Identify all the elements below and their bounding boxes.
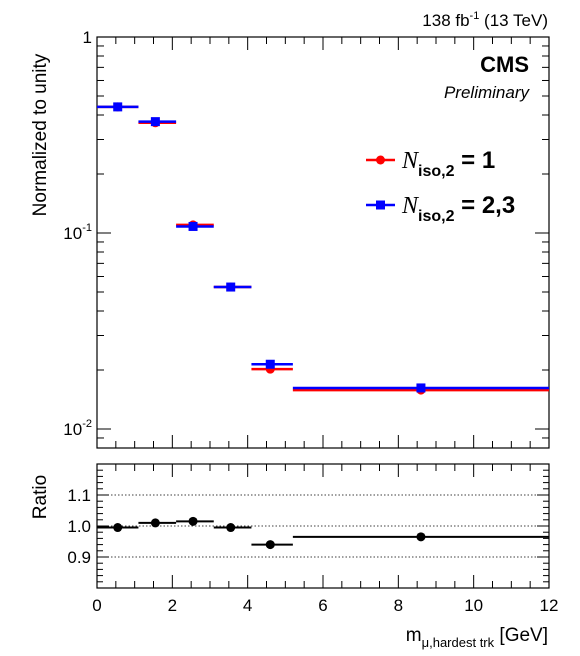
legend-symbol: N [401,193,420,219]
lumi-label: 138 fb-1 (13 TeV) [422,10,548,30]
ratio-point [188,516,198,526]
x-axis-label: mμ,hardest trk [GeV] [406,625,548,650]
x-axis-label-main: m [406,625,422,646]
y-tick-label: 10-1 [63,222,92,243]
y-tick-base: 10 [63,420,82,439]
ratio-y-tick-label: 0.9 [67,548,91,567]
y-tick-exponent: -1 [82,222,92,234]
y-tick-base: 1 [83,28,92,47]
x-axis-label-unit: [GeV] [494,625,548,646]
status-label: Preliminary [444,83,531,102]
series-2-point [150,117,160,127]
legend-label-1: Niso,2 = 1 [401,147,495,180]
legend-subscript: iso,2 [418,163,455,180]
ratio-point [150,518,160,528]
legend-subscript: iso,2 [418,208,455,225]
y-axis-label: Normalized to unity [30,53,51,216]
series-2-point [416,383,426,393]
ratio-point [226,523,236,533]
legend-value: = 1 [454,147,495,174]
y-tick-base: 10 [63,224,82,243]
legend-symbol: N [401,148,420,174]
series-2-point [265,359,275,369]
legend-marker-2 [376,200,385,210]
ratio-point [113,523,123,533]
series-2-point [226,282,236,292]
ratio-point [265,540,275,550]
ratio-point [416,532,426,542]
x-tick-label: 12 [540,596,559,615]
x-tick-label: 4 [243,596,252,615]
y-tick-label: 10-2 [63,418,92,439]
x-tick-label: 8 [394,596,403,615]
ratio-y-tick-label: 1.0 [67,517,91,536]
lumi-energy: (13 TeV) [479,11,548,30]
y-tick-exponent: -2 [82,418,92,430]
lumi-exponent: -1 [470,10,480,22]
x-axis-label-subscript: μ,hardest trk [422,635,495,650]
x-tick-label: 2 [168,596,177,615]
series-2-point [113,102,123,112]
x-tick-label: 6 [318,596,327,615]
y-tick-label: 1 [83,28,92,47]
x-tick-label: 0 [92,596,101,615]
lumi-value: 138 fb [422,11,469,30]
series-2-point [188,221,198,231]
ratio-y-axis-label: Ratio [30,475,51,519]
legend-value: = 2,3 [454,192,515,219]
legend-marker-1 [376,155,385,165]
ratio-y-tick-label: 1.1 [67,486,91,505]
x-tick-label: 10 [464,596,483,615]
legend-label-2: Niso,2 = 2,3 [401,192,515,225]
experiment-label: CMS [480,52,529,77]
